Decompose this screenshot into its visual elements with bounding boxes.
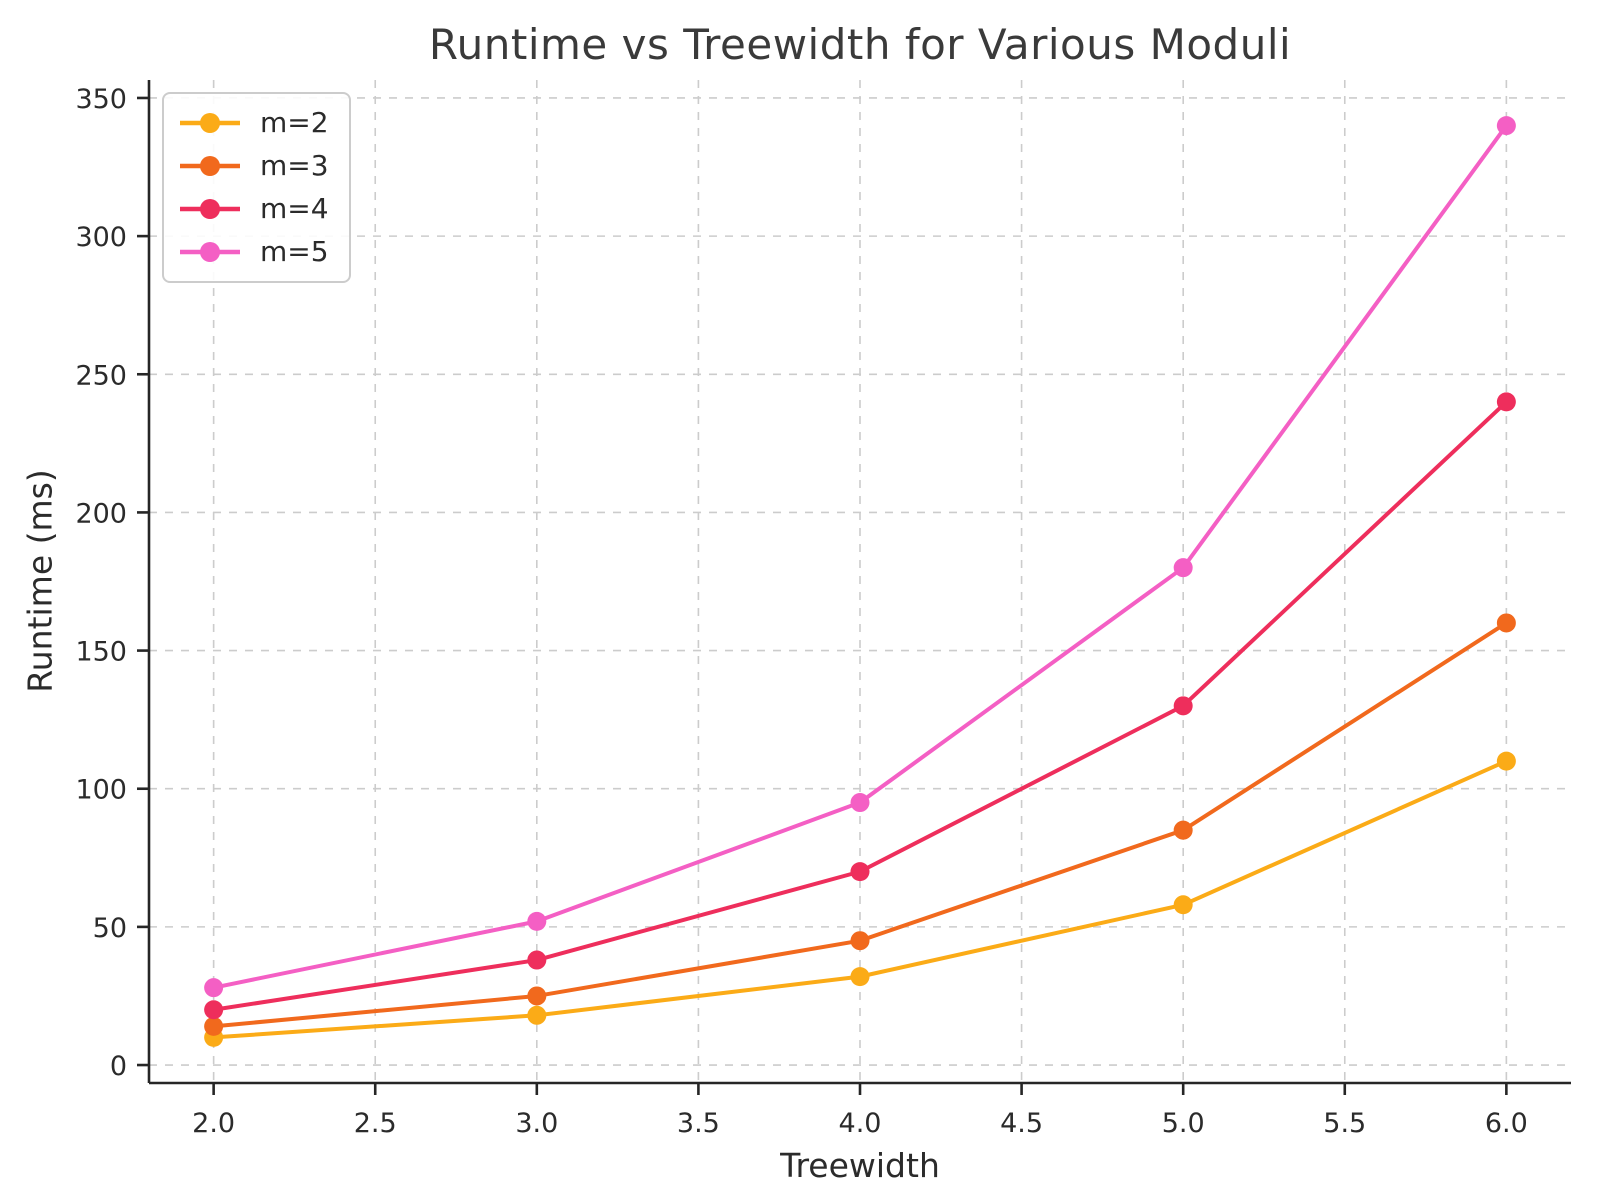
y-tick-label: 100 [75,775,127,806]
chart-title: Runtime vs Treewidth for Various Moduli [428,20,1292,69]
x-tick-label: 4.0 [839,1108,882,1139]
y-tick-label: 250 [75,360,127,391]
y-tick-label: 200 [75,498,127,529]
data-point-m4 [527,950,547,970]
legend-marker-icon [180,156,240,176]
data-point-m2 [1173,895,1193,915]
data-point-m5 [850,793,870,813]
legend-label: m=5 [260,235,329,268]
data-point-m3 [850,931,870,951]
legend-marker-icon [180,242,240,262]
legend-marker-icon [180,113,240,133]
y-tick-label: 0 [110,1051,127,1082]
data-point-m4 [1496,392,1516,412]
legend: m=2 m=3 m=4 m=5 [162,92,351,283]
x-tick-label: 3.5 [677,1108,720,1139]
legend-item: m=5 [178,235,329,269]
data-point-m3 [204,1016,224,1036]
legend-label: m=4 [260,192,329,225]
data-point-m3 [527,986,547,1006]
data-point-m4 [1173,696,1193,716]
legend-item: m=2 [178,106,329,140]
y-tick-label: 50 [93,913,127,944]
x-tick-label: 2.5 [354,1108,397,1139]
data-point-m3 [1173,820,1193,840]
x-axis-label: Treewidth [780,1146,940,1185]
data-point-m5 [1496,116,1516,136]
series-line-m5 [211,123,1509,990]
data-point-m2 [1496,751,1516,771]
x-tick-label: 3.0 [515,1108,558,1139]
x-tick-label: 2.0 [192,1108,235,1139]
legend-item: m=4 [178,192,329,226]
legend-label: m=2 [260,106,329,139]
x-tick-label: 5.5 [1323,1108,1366,1139]
x-tick-label: 6.0 [1485,1108,1528,1139]
data-point-m4 [204,1000,224,1020]
legend-item: m=3 [178,149,329,183]
y-tick-label: 300 [75,222,127,253]
data-point-m4 [850,862,870,882]
y-tick-label: 350 [75,84,127,115]
legend-marker-icon [180,199,240,219]
x-tick-label: 4.5 [1000,1108,1043,1139]
legend-label: m=3 [260,149,329,182]
data-point-m2 [527,1005,547,1025]
data-point-m5 [1173,558,1193,578]
y-tick-label: 150 [75,637,127,668]
data-point-m5 [527,911,547,931]
data-point-m3 [1496,613,1516,633]
data-point-m2 [850,967,870,987]
x-tick-label: 5.0 [1162,1108,1205,1139]
data-point-m5 [204,978,224,998]
